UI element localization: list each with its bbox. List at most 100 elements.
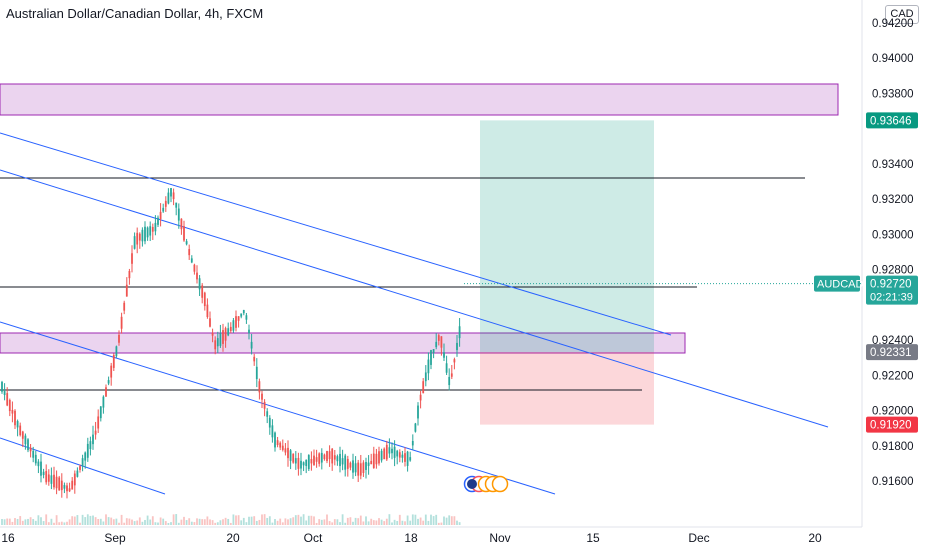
candle [123,302,126,311]
current-price-label: 0.92720 [870,279,912,291]
candle [227,328,230,336]
volume-bar [339,522,341,525]
candle [216,338,219,347]
candle [159,211,162,220]
candle [417,405,419,419]
volume-bar [333,519,336,525]
candle [53,474,55,488]
y-tick-label: 0.93400 [872,159,914,171]
trend-lines[interactable] [0,132,862,495]
candle [404,453,406,462]
candle [414,423,417,432]
volume-bar [380,519,383,525]
y-tick-label: 0.93200 [872,194,914,206]
candle [349,462,352,468]
volume-bar [146,515,149,525]
event-markers[interactable] [463,475,509,493]
candle [333,455,336,460]
volume-bar [40,517,42,525]
candle [458,326,461,339]
volume-bar [411,514,414,525]
volume-bar [183,516,185,525]
candle [102,396,105,408]
volume-bar [34,520,37,525]
candle [437,335,440,341]
candle [175,202,178,208]
volume-bar [448,515,451,525]
candle [253,356,256,362]
volume-bar [162,518,165,525]
candle [58,477,61,491]
candle [125,284,128,297]
candle [193,264,196,272]
candle [305,459,308,467]
volume-bar [120,514,123,525]
volume-bar [300,516,302,525]
candle [339,453,341,467]
candle [354,463,357,473]
volume-bar [365,516,367,525]
candle [177,208,180,221]
candle [115,346,118,357]
x-tick-label: Sep [104,531,126,545]
stop-price-label-bg [866,416,918,433]
candle [297,457,300,469]
volume-bar [177,522,180,525]
candle [279,442,282,448]
candle [344,455,347,470]
candle [388,447,391,454]
volume-bar [409,520,412,525]
candle [398,452,401,458]
candle [365,462,367,470]
candle [357,462,360,476]
volume-bar [237,515,240,525]
support-zone [0,332,686,354]
volume-bar [276,520,279,525]
volume-bars [1,514,461,525]
volume-bar [261,514,263,525]
candle [154,222,157,232]
volume-bar [89,515,92,525]
candle [172,192,175,200]
candle [71,480,74,490]
channel-line [0,321,556,495]
volume-bar [216,522,219,525]
candle [313,455,315,466]
volume-bar [305,520,308,525]
profit-area [480,120,654,353]
candle [11,409,14,414]
volume-bar [263,514,266,525]
volume-bar [453,516,456,525]
candle [157,217,159,225]
volume-bar [414,514,417,525]
volume-bar [107,517,110,525]
candles [1,187,461,499]
volume-bar [180,519,183,525]
symbol-tag-bg [814,275,860,292]
candle [170,187,172,197]
candle [211,332,214,336]
candle [310,458,313,464]
candle [411,441,414,446]
position-tool[interactable] [480,120,654,425]
volume-bar [188,518,191,525]
candle [37,461,40,467]
candle [268,417,271,428]
candle [149,226,152,236]
volume-bar [240,520,243,525]
candle [294,458,297,464]
volume-bar [357,518,360,525]
x-tick-label: 16 [1,531,15,545]
volume-bar [443,516,445,525]
currency-button[interactable]: CAD [885,5,919,24]
candle [8,399,11,412]
x-tick-label: Dec [688,531,709,545]
volume-bar [193,522,196,525]
candle [391,448,393,454]
volume-bar [157,522,159,525]
candle [196,272,198,280]
x-tick-label: 20 [808,531,822,545]
candle [21,431,24,439]
volume-bar [352,521,354,525]
